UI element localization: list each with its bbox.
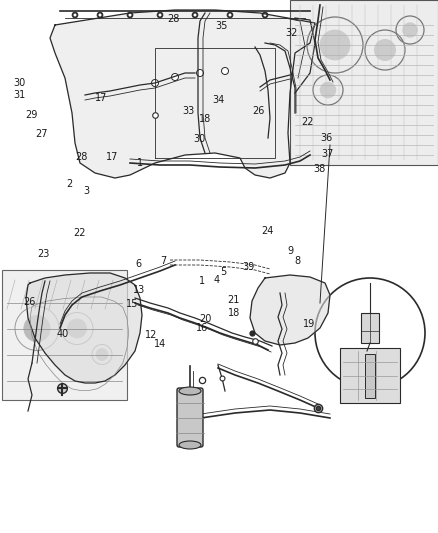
Text: 26: 26 (24, 297, 36, 306)
Text: 30: 30 (14, 78, 26, 87)
Circle shape (194, 13, 197, 17)
Circle shape (222, 68, 229, 75)
Text: 18: 18 (199, 115, 211, 124)
Text: 17: 17 (106, 152, 118, 162)
FancyBboxPatch shape (340, 348, 400, 403)
Text: 38: 38 (314, 165, 326, 174)
Circle shape (374, 39, 396, 61)
Bar (365, 353, 375, 398)
Polygon shape (26, 273, 142, 383)
Text: 23: 23 (38, 249, 50, 259)
Text: 22: 22 (301, 117, 314, 126)
Text: 33: 33 (182, 106, 194, 116)
Text: 28: 28 (167, 14, 179, 23)
Circle shape (96, 349, 108, 360)
FancyBboxPatch shape (177, 388, 203, 447)
Circle shape (262, 12, 268, 18)
Text: 3: 3 (84, 186, 90, 196)
Text: 1: 1 (137, 158, 143, 167)
Text: 30: 30 (193, 134, 205, 143)
Circle shape (229, 13, 232, 17)
Text: 5: 5 (220, 267, 226, 277)
Circle shape (292, 12, 298, 18)
Circle shape (197, 69, 204, 77)
Polygon shape (250, 275, 330, 345)
Circle shape (97, 12, 103, 18)
Text: 31: 31 (14, 90, 26, 100)
Circle shape (227, 12, 233, 18)
Circle shape (99, 13, 102, 17)
Circle shape (159, 13, 162, 17)
Text: 35: 35 (215, 21, 227, 30)
Text: 39: 39 (242, 262, 254, 271)
Bar (290, 0, 438, 165)
Circle shape (320, 30, 350, 60)
Text: 9: 9 (287, 246, 293, 255)
Text: 14: 14 (154, 339, 166, 349)
Circle shape (192, 12, 198, 18)
Text: 4: 4 (214, 276, 220, 285)
Text: 17: 17 (95, 93, 107, 103)
Text: 13: 13 (133, 285, 145, 295)
Text: 29: 29 (25, 110, 38, 120)
Circle shape (157, 12, 163, 18)
Text: 36: 36 (320, 133, 332, 142)
Text: 7: 7 (160, 256, 166, 266)
Text: 32: 32 (285, 28, 297, 38)
Text: 40: 40 (56, 329, 68, 338)
Polygon shape (50, 10, 315, 178)
Circle shape (320, 82, 336, 98)
Text: 20: 20 (199, 314, 211, 324)
Text: 28: 28 (75, 152, 87, 162)
Circle shape (24, 316, 50, 342)
Circle shape (128, 13, 131, 17)
Ellipse shape (179, 387, 201, 395)
Bar (2, 270, 127, 400)
Text: 22: 22 (74, 229, 86, 238)
Circle shape (74, 13, 77, 17)
Ellipse shape (179, 441, 201, 449)
Circle shape (152, 79, 159, 86)
Text: 12: 12 (145, 330, 157, 340)
Text: 19: 19 (303, 319, 315, 329)
Circle shape (172, 74, 179, 80)
Bar (361, 313, 379, 343)
Text: 16: 16 (196, 323, 208, 333)
Text: 15: 15 (126, 299, 138, 309)
Text: 37: 37 (321, 149, 334, 158)
Text: 26: 26 (252, 106, 265, 116)
Circle shape (127, 12, 133, 18)
Circle shape (264, 13, 266, 17)
Circle shape (72, 12, 78, 18)
Text: 18: 18 (228, 309, 240, 318)
Text: 1: 1 (199, 277, 205, 286)
Text: 27: 27 (35, 130, 48, 139)
Text: 8: 8 (295, 256, 301, 266)
Text: 2: 2 (66, 179, 72, 189)
Text: 6: 6 (135, 260, 141, 269)
Circle shape (67, 319, 87, 338)
Circle shape (293, 13, 297, 17)
Circle shape (402, 22, 418, 38)
Text: 21: 21 (228, 295, 240, 304)
Text: 24: 24 (261, 227, 273, 236)
Text: 34: 34 (212, 95, 224, 105)
